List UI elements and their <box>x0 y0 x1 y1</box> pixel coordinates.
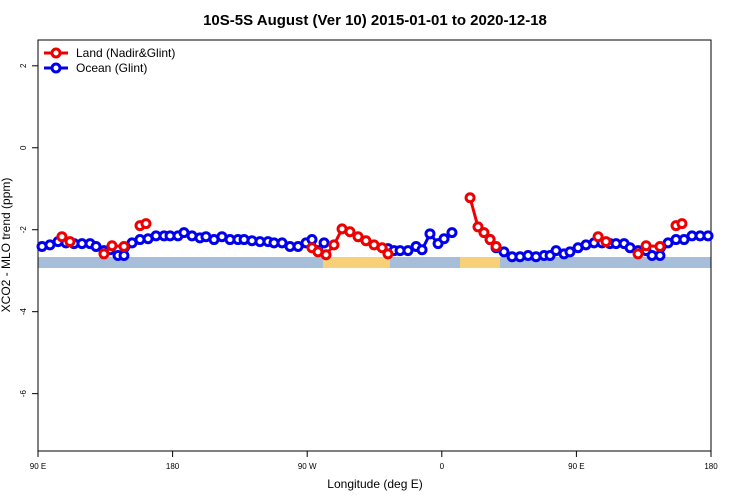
data-point <box>328 239 340 251</box>
data-point <box>654 241 666 253</box>
x-axis-label: Longitude (deg E) <box>327 477 422 491</box>
data-point <box>56 231 68 243</box>
data-point <box>632 248 644 260</box>
legend-marker <box>50 47 62 59</box>
data-point <box>592 231 604 243</box>
data-point <box>498 246 510 258</box>
data-point <box>438 233 450 245</box>
data-point <box>360 235 372 247</box>
x-tick-label: 0 <box>440 462 445 471</box>
y-tick-label: -4 <box>19 308 28 316</box>
y-tick-label: 0 <box>19 145 28 150</box>
data-point <box>352 231 364 243</box>
data-point <box>424 228 436 240</box>
data-point <box>464 192 476 204</box>
data-point <box>564 246 576 258</box>
data-point <box>484 234 496 246</box>
x-tick-label: 180 <box>704 462 718 471</box>
data-point <box>446 227 458 239</box>
x-tick-label: 90 E <box>30 462 46 471</box>
data-point <box>702 230 714 242</box>
data-point <box>382 248 394 260</box>
data-point <box>490 241 502 253</box>
x-tick-label: 90 W <box>298 462 317 471</box>
data-point <box>676 218 688 230</box>
data-point <box>90 241 102 253</box>
x-tick-label: 90 E <box>568 462 584 471</box>
y-tick-label: -2 <box>19 226 28 234</box>
data-point <box>118 250 130 262</box>
land-strip <box>460 257 500 268</box>
legend-marker <box>50 62 62 74</box>
data-point <box>416 244 428 256</box>
data-point <box>654 250 666 262</box>
data-point <box>344 226 356 238</box>
data-point <box>64 236 76 248</box>
data-point <box>98 248 110 260</box>
data-point <box>376 242 388 254</box>
data-point <box>318 237 330 249</box>
legend-label: Ocean (Glint) <box>76 61 147 75</box>
legend-label: Land (Nadir&Glint) <box>76 46 175 60</box>
land-strip <box>323 257 390 268</box>
data-point <box>600 236 612 248</box>
chart-title: 10S-5S August (Ver 10) 2015-01-01 to 202… <box>203 12 547 29</box>
data-point <box>140 218 152 230</box>
y-tick-label: -6 <box>19 390 28 398</box>
data-point <box>106 240 118 252</box>
data-point <box>402 245 414 257</box>
data-point <box>320 249 332 261</box>
data-point <box>640 240 652 252</box>
y-tick-label: 2 <box>19 63 28 68</box>
map-strip <box>38 257 711 268</box>
data-point <box>118 241 130 253</box>
data-point <box>478 227 490 239</box>
y-axis-label: XCO2 - MLO trend (ppm) <box>0 178 13 313</box>
x-tick-label: 180 <box>166 462 180 471</box>
